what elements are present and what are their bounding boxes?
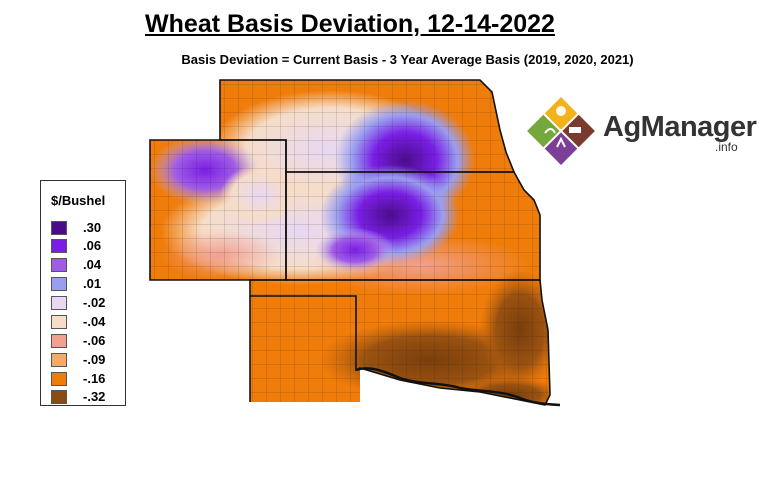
legend-label: -.32 xyxy=(83,389,106,404)
color-surface xyxy=(150,80,550,405)
legend-swatch xyxy=(51,258,67,272)
map-subtitle: Basis Deviation = Current Basis - 3 Year… xyxy=(181,52,634,67)
legend-swatch xyxy=(51,296,67,310)
map-title: Wheat Basis Deviation, 12-14-2022 xyxy=(145,10,555,38)
agmanager-logo: AgManager .info xyxy=(525,95,757,165)
legend-label: -.09 xyxy=(83,352,106,367)
legend-label: .04 xyxy=(83,257,102,272)
legend-label: -.04 xyxy=(83,314,106,329)
legend-swatch xyxy=(51,277,67,291)
legend-swatch xyxy=(51,334,67,348)
legend-swatch xyxy=(51,390,67,404)
legend-swatch xyxy=(51,353,67,367)
legend-label: -.02 xyxy=(83,295,106,310)
legend-label: -.16 xyxy=(83,371,106,386)
legend-label: .30 xyxy=(83,220,102,235)
legend-swatch xyxy=(51,372,67,386)
state-boundaries xyxy=(149,79,551,406)
red-river-boundary xyxy=(355,367,561,407)
legend-swatch xyxy=(51,315,67,329)
legend-label: .01 xyxy=(83,276,102,291)
logo-name: AgManager xyxy=(603,111,757,143)
legend-swatch xyxy=(51,221,67,235)
legend-title: $/Bushel xyxy=(51,193,106,208)
legend-label: -.06 xyxy=(83,333,106,348)
logo-suffix: .info xyxy=(715,140,738,154)
legend-swatch xyxy=(51,239,67,253)
logo-diamond-icon xyxy=(527,97,595,165)
legend: $/Bushel .30 .06 .04 .01 -.02 -.04 -.06 … xyxy=(40,180,126,406)
legend-label: .06 xyxy=(83,238,102,253)
